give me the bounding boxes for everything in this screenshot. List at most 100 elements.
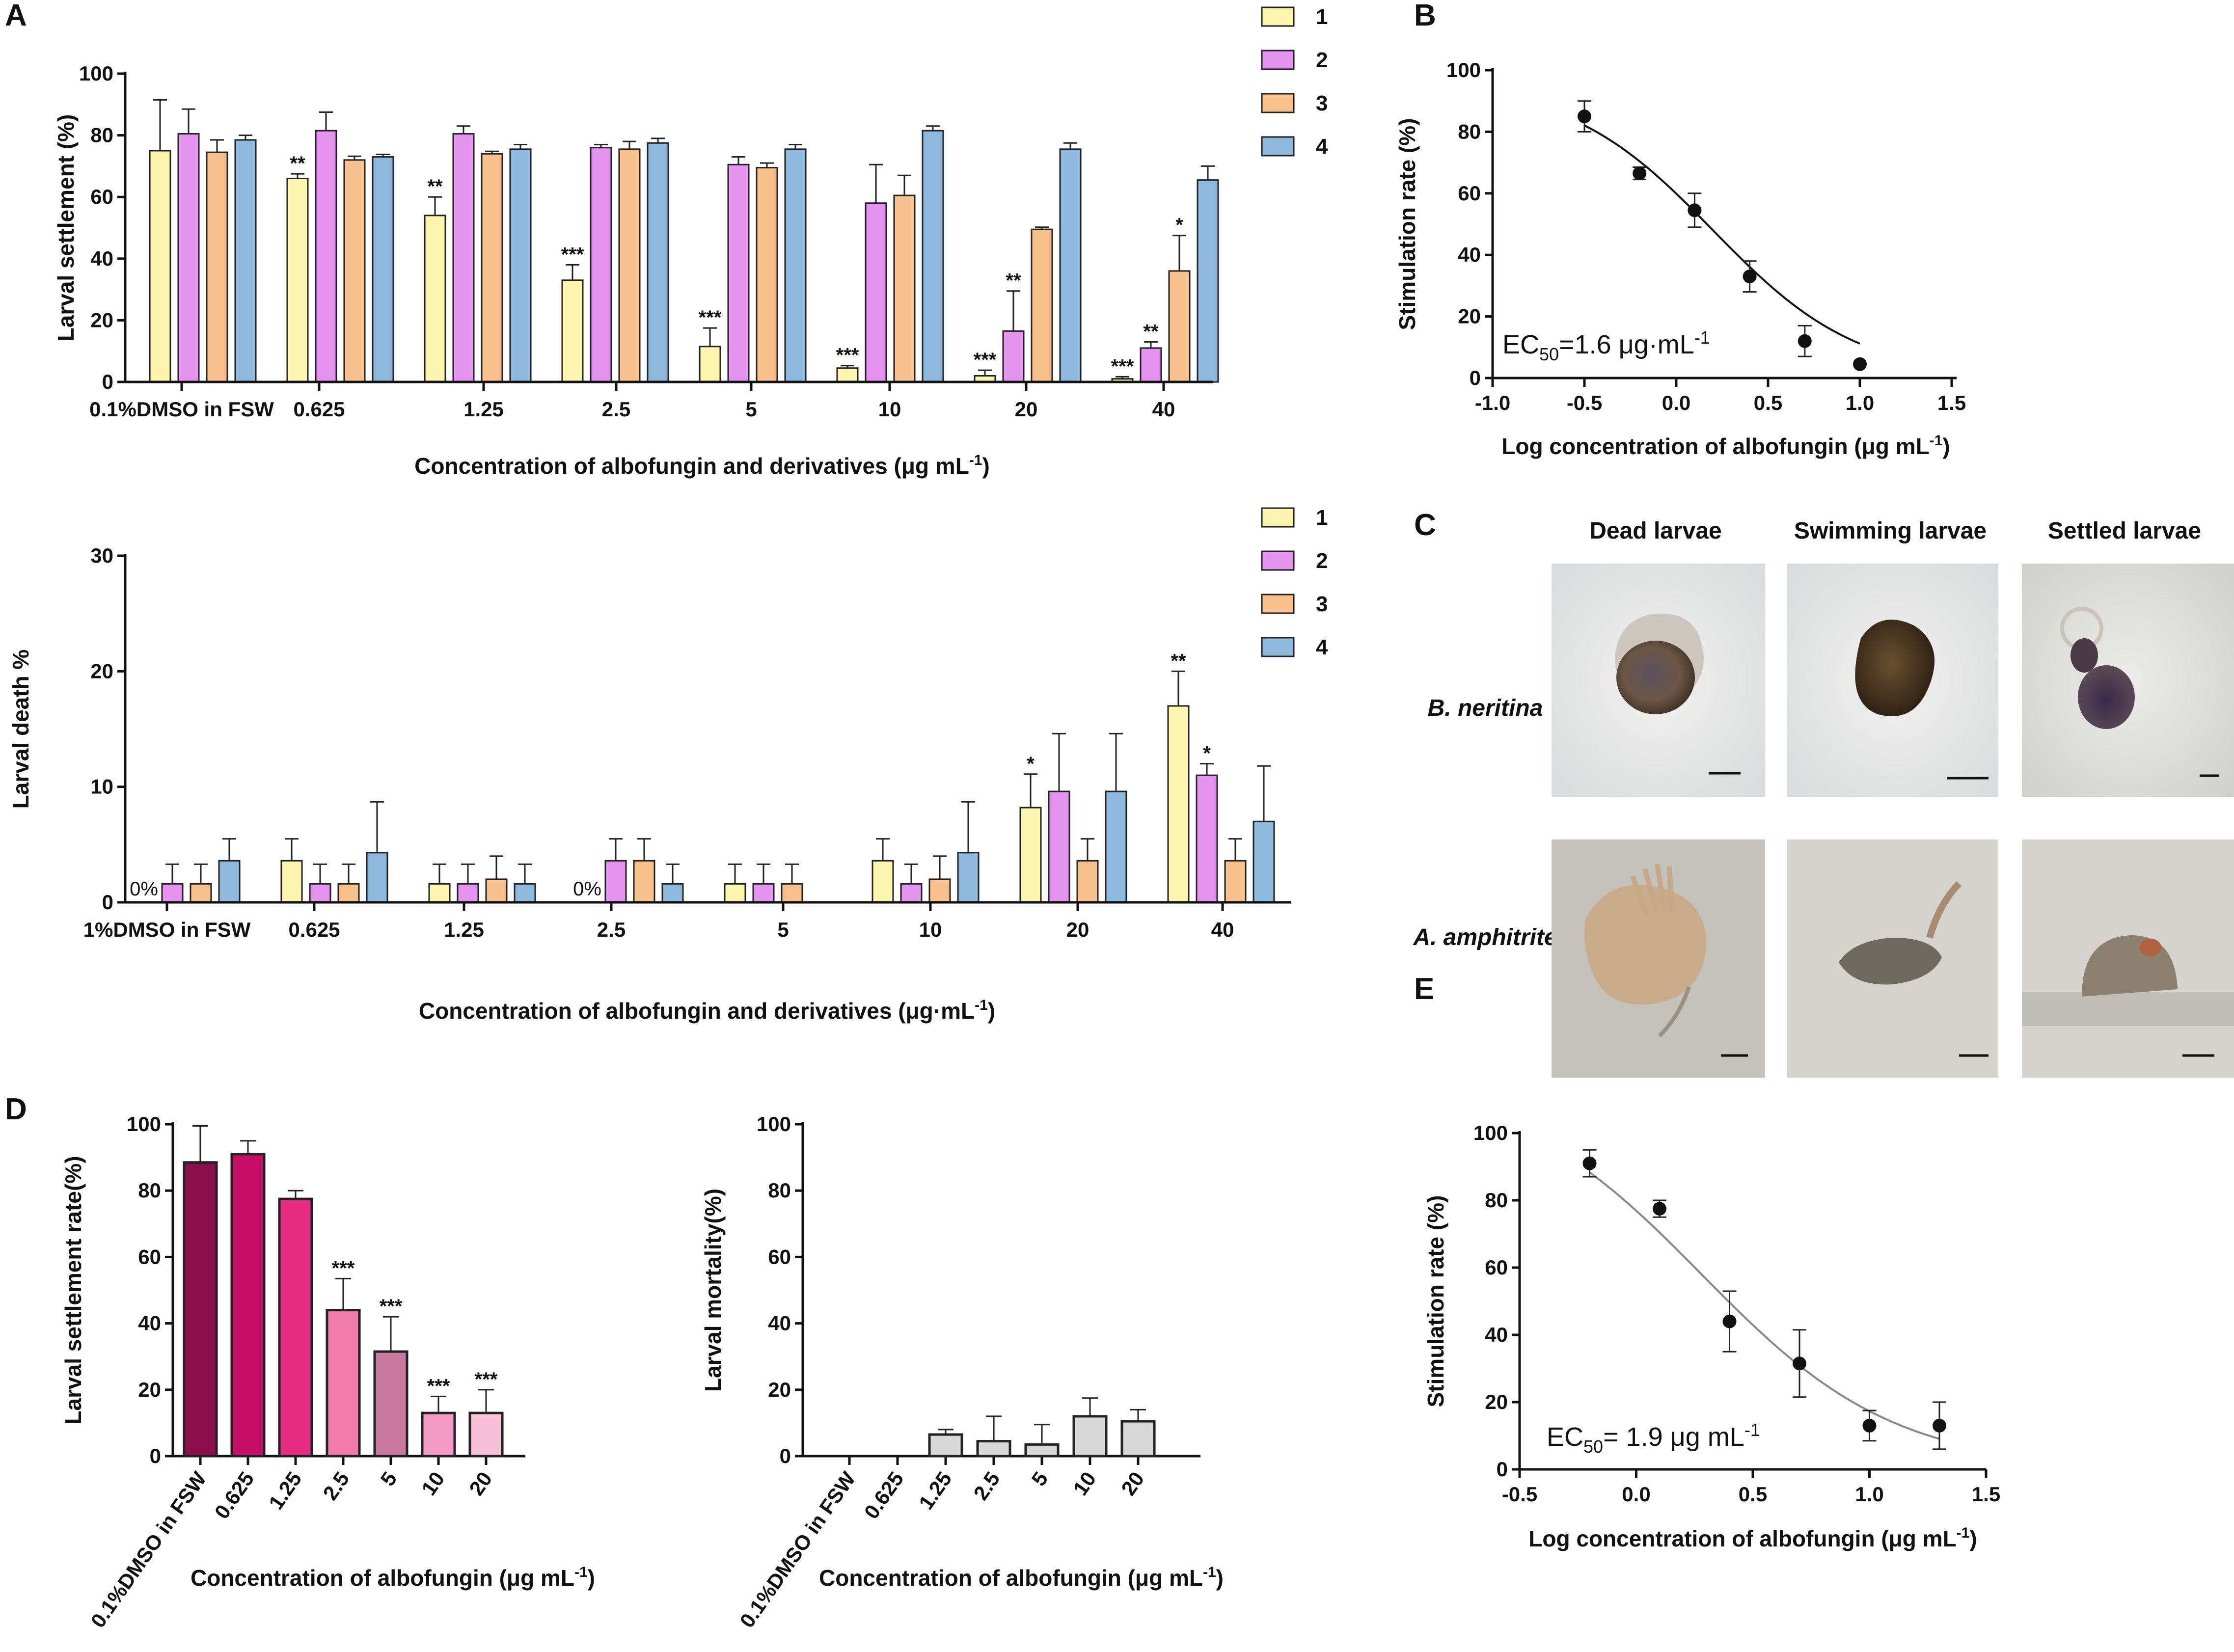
x-tick-label: 2.5 <box>602 398 630 421</box>
bar <box>1120 1420 1156 1458</box>
y-axis-title: Larval settlement (%) <box>53 114 79 342</box>
y-tick-label: 20 <box>138 1378 161 1401</box>
x-tick-label: 1.25 <box>463 398 504 421</box>
y-tick-label: 0 <box>102 891 113 914</box>
y-tick-label: 60 <box>768 1245 791 1268</box>
bar-series-4 <box>234 139 257 383</box>
x-tick-label: 1.0 <box>1855 1483 1883 1506</box>
y-tick-label: 100 <box>1473 1121 1508 1144</box>
x-axis-title: Log concentration of albofungin (μg mL-1… <box>1501 433 1950 459</box>
bar-series-4 <box>372 156 394 383</box>
x-axis-title-main: Concentration of albofungin and derivati… <box>419 998 975 1024</box>
x-tick-label: 10 <box>417 1467 449 1499</box>
stimulation-curve-b: 0 20 40 60 80 100 -1.0 -0.5 0.0 0.5 1.0 1.5 EC50=1.6… <box>1394 58 1966 459</box>
x-axis-title-main: Log concentration of albofungin (μg mL <box>1501 433 1929 459</box>
x-axis-title-main: Log concentration of albofungin (μg mL <box>1528 1526 1956 1551</box>
x-tick-label: 40 <box>1152 398 1175 421</box>
x-axis-title-end: ) <box>982 453 990 479</box>
panel-letter-c: C <box>1414 508 1436 542</box>
x-axis-title-end: ) <box>588 1565 595 1591</box>
micrograph-bn-swimming <box>1787 564 1998 797</box>
bar-series-1 <box>872 860 894 903</box>
bar-series-2 <box>604 860 627 903</box>
bar-series-3 <box>928 878 951 903</box>
bar-series-4 <box>784 148 807 383</box>
bar-series-4 <box>366 852 388 903</box>
x-tick-label: 0.0 <box>1622 1483 1650 1506</box>
x-tick-label: 5 <box>745 398 757 421</box>
y-tick-label: 0 <box>102 370 113 393</box>
x-tick-label: -1.0 <box>1475 391 1510 414</box>
legend-swatch <box>1261 550 1295 571</box>
y-tick-label: 80 <box>768 1179 791 1202</box>
bar <box>278 1197 313 1458</box>
legend-swatch <box>1261 507 1295 528</box>
micrograph-grid: Dead larvae Swimming larvae Settled larv… <box>1413 518 2234 1078</box>
y-tick-label: 100 <box>757 1112 791 1136</box>
x-axis-title-sup: -1 <box>1203 1564 1216 1580</box>
x-tick-label: 0.5 <box>1754 391 1782 414</box>
significance-stars: *** <box>427 1375 450 1397</box>
ec50-subscript: 50 <box>1539 344 1559 364</box>
x-tick-label: 2.5 <box>318 1467 354 1504</box>
x-tick-label: 5 <box>777 918 789 941</box>
x-axis-title-sup: -1 <box>574 1564 588 1580</box>
bar <box>1072 1415 1108 1458</box>
bar-series-4 <box>218 860 241 903</box>
x-axis-title: Concentration of albofungin (μg mL-1) <box>191 1564 595 1591</box>
column-header-settled: Settled larvae <box>2048 518 2201 544</box>
bar-series-2 <box>161 883 184 903</box>
data-point <box>1722 1314 1737 1328</box>
bar <box>976 1440 1011 1458</box>
bar-series-1 <box>724 883 746 903</box>
bar-series-3 <box>893 194 916 383</box>
y-tick-label: 20 <box>90 308 113 331</box>
x-tick-label: 1.5 <box>1972 1483 2000 1506</box>
bar-series-1 <box>699 346 721 383</box>
x-axis-title-main: Concentration of albofungin (μg mL <box>819 1565 1203 1591</box>
x-tick-label: 1.25 <box>444 918 484 941</box>
y-tick-label: 80 <box>1458 120 1481 143</box>
row-header-a-amphitrite: A. amphitrite <box>1413 924 1557 950</box>
bar-series-3 <box>1076 860 1099 903</box>
bar-series-2 <box>590 147 612 383</box>
y-axis-title: Larval settlement rate(%) <box>60 1156 86 1424</box>
x-tick-label: 2.5 <box>969 1467 1004 1504</box>
bar-series-1 <box>836 367 859 383</box>
bar-series-4 <box>1105 790 1127 903</box>
bar <box>230 1153 266 1458</box>
data-point <box>1688 203 1702 217</box>
significance-stars: *** <box>836 345 859 366</box>
bar <box>183 1161 218 1458</box>
legend-label: 3 <box>1316 592 1328 616</box>
y-tick-label: 0 <box>150 1444 161 1467</box>
data-point <box>1653 1202 1666 1216</box>
bar-series-3 <box>190 883 212 903</box>
bar-series-4 <box>1197 179 1219 383</box>
x-tick-label: -0.5 <box>1567 391 1602 414</box>
bar-series-4 <box>661 883 684 903</box>
micrograph-bn-dead <box>1552 564 1765 797</box>
x-tick-label: 0.1%DMSO in FSW <box>86 1467 211 1632</box>
mortality-bar-chart: 0 20 40 60 80 100 0.1%DMSO in FSW 0.625 1.25 2.5 5… <box>700 1112 1224 1632</box>
column-header-dead: Dead larvae <box>1589 518 1722 544</box>
bar-series-2 <box>1140 347 1162 383</box>
significance-stars: ** <box>1171 650 1186 672</box>
micrograph-aa-swimming <box>1787 840 1998 1078</box>
ec50-annotation: EC50= 1.9 μg mL-1 <box>1547 1420 1760 1457</box>
y-axis-title: Stimulation rate (%) <box>1394 118 1420 330</box>
fit-curve <box>1584 124 1860 345</box>
bar-series-2 <box>315 130 337 383</box>
legend-label: 4 <box>1316 135 1328 159</box>
y-tick-label: 80 <box>138 1179 161 1202</box>
y-tick-label: 20 <box>768 1378 791 1401</box>
y-tick-label: 0 <box>1497 1458 1508 1481</box>
legend-label: 2 <box>1316 549 1328 573</box>
significance-stars: *** <box>1111 355 1134 377</box>
x-tick-label: 0.0 <box>1662 391 1690 414</box>
significance-stars: *** <box>332 1257 355 1279</box>
bar-series-2 <box>727 163 750 383</box>
x-tick-label: 0.625 <box>210 1467 259 1523</box>
